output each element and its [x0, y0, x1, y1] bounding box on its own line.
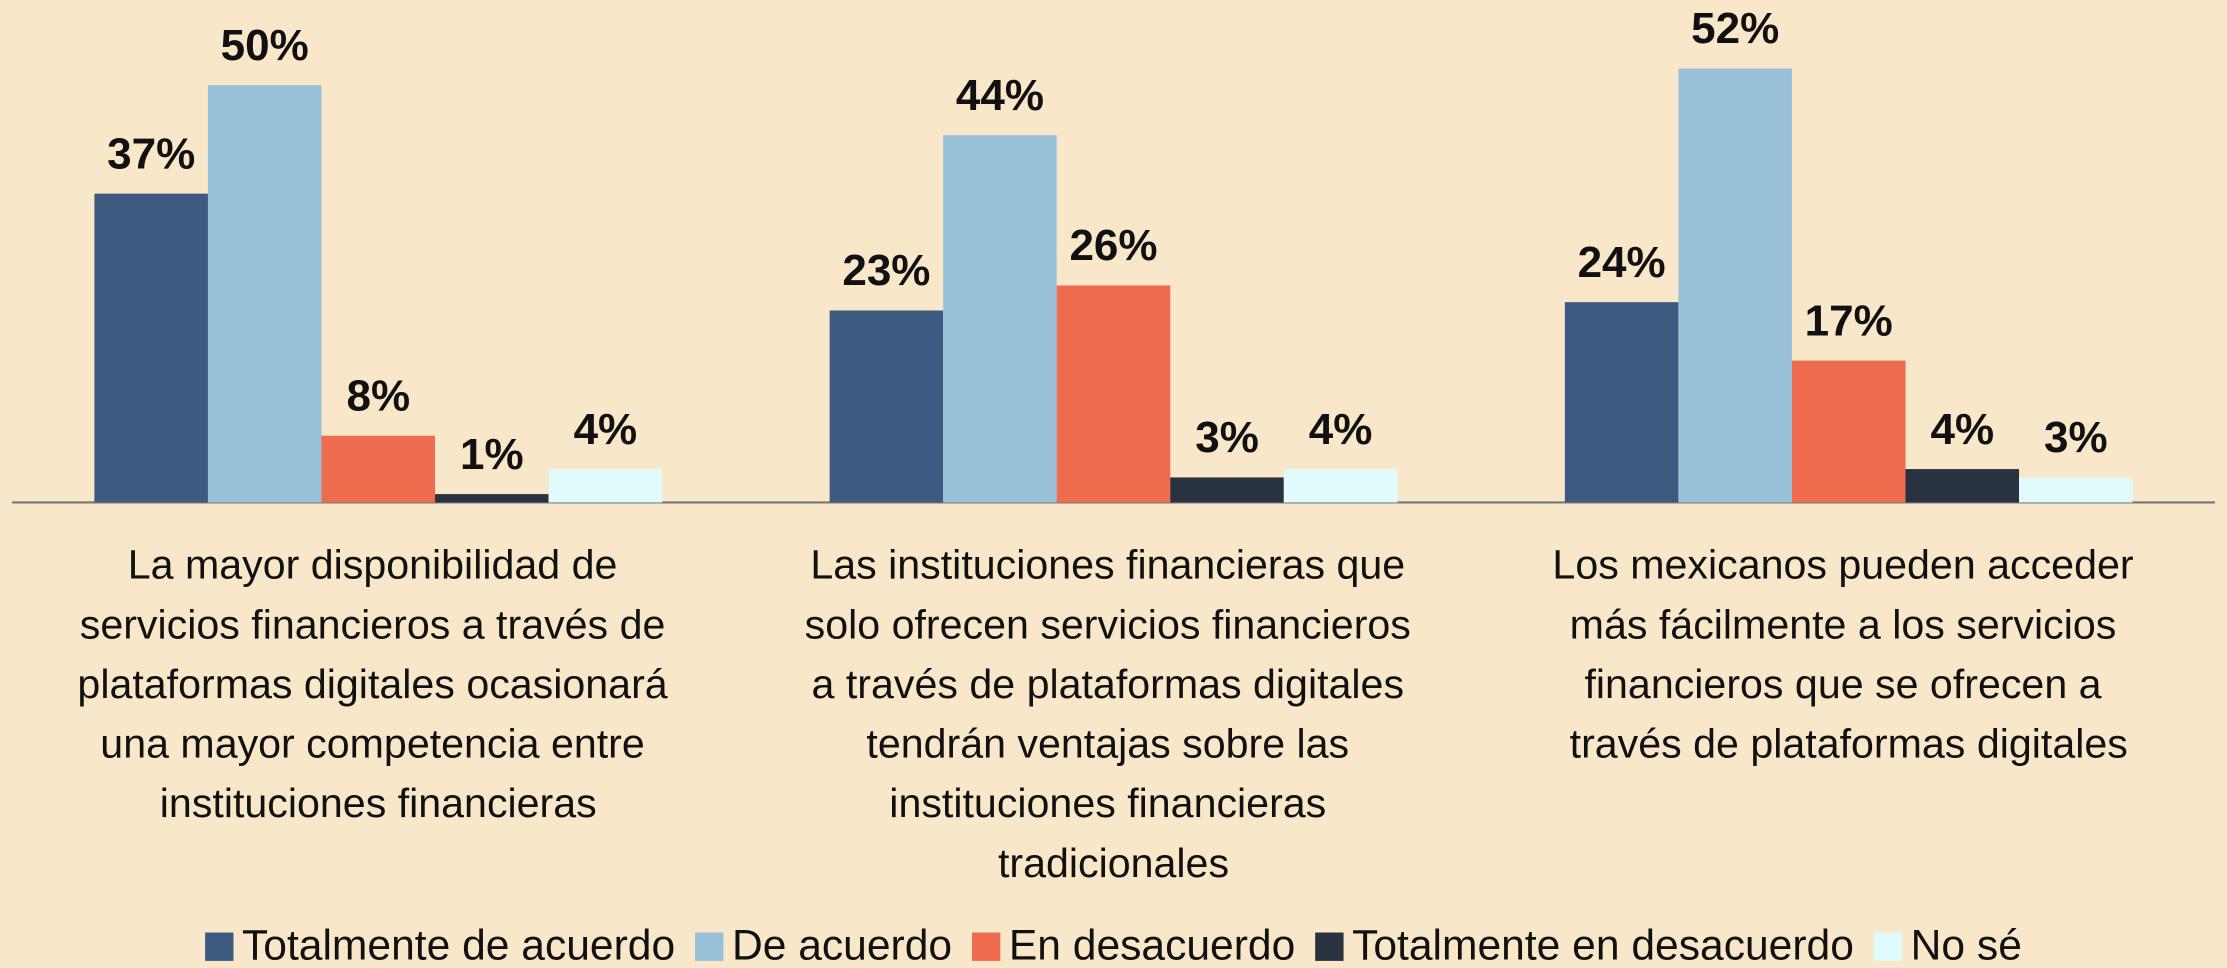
x-tick-label: La mayor disponibilidad de servicios fin…: [77, 542, 679, 826]
bar: [2019, 477, 2133, 503]
bar: [435, 494, 549, 503]
bar: [1283, 469, 1398, 503]
label-line: instituciones financieras: [889, 780, 1337, 826]
label-line: plataformas digitales ocasionará: [77, 661, 679, 707]
label-line: más fácilmente a los servicios: [1570, 601, 2128, 647]
bar: [1791, 360, 1906, 503]
legend-label: Totalmente de acuerdo: [242, 921, 675, 968]
bar: [1056, 285, 1171, 503]
label-line: través de plataformas digitales: [1570, 720, 2128, 766]
bar: [94, 193, 208, 503]
value-label: 37%: [107, 129, 195, 178]
bar: [321, 435, 436, 503]
x-tick-label: Las instituciones financieras que solo o…: [805, 542, 1423, 886]
value-label: 4%: [1309, 405, 1373, 454]
value-label: 26%: [1069, 221, 1157, 270]
label-line: La mayor disponibilidad de: [128, 542, 629, 588]
label-line: una mayor competencia entre: [100, 720, 656, 766]
value-label: 1%: [460, 430, 524, 479]
value-label: 3%: [2044, 413, 2108, 462]
legend-label: De acuerdo: [732, 921, 952, 968]
legend-swatch: [205, 932, 234, 961]
value-label: 24%: [1578, 238, 1666, 287]
bar: [1905, 469, 2020, 503]
value-label: 3%: [1195, 413, 1259, 462]
label-line: financieros que se ofrecen a: [1584, 661, 2113, 707]
label-line: tradicionales: [998, 840, 1229, 886]
bar: [1170, 477, 1284, 503]
value-label: 17%: [1805, 296, 1893, 345]
value-label: 4%: [574, 405, 638, 454]
value-label: 8%: [346, 371, 410, 420]
value-label: 44%: [956, 71, 1044, 120]
value-label: 50%: [221, 21, 309, 70]
legend-swatch: [971, 932, 1001, 961]
bar: [1564, 302, 1679, 503]
legend-label: Totalmente en desacuerdo: [1352, 921, 1854, 968]
value-label: 4%: [1930, 405, 1994, 454]
label-line: solo ofrecen servicios financieros: [805, 601, 1423, 647]
bar: [207, 85, 322, 503]
bar: [1678, 68, 1792, 503]
label-line: servicios financieros a través de: [80, 601, 677, 647]
legend-swatch: [1315, 932, 1344, 961]
bar: [943, 135, 1057, 503]
label-line: Las instituciones financieras que: [810, 542, 1416, 588]
x-tick-label: Los mexicanos pueden acceder más fácilme…: [1552, 542, 2145, 767]
label-line: tendrán ventajas sobre las: [866, 720, 1360, 766]
bar: [829, 310, 944, 503]
label-line: a través de plataformas digitales: [812, 661, 1416, 707]
value-label: 23%: [842, 246, 930, 295]
legend-label: No sé: [1911, 921, 2022, 968]
legend-swatch: [695, 932, 724, 961]
legend-label: En desacuerdo: [1009, 921, 1295, 968]
label-line: Los mexicanos pueden acceder: [1552, 542, 2145, 588]
legend-swatch: [1873, 932, 1903, 961]
value-label: 52%: [1691, 4, 1779, 53]
bar: [548, 469, 663, 503]
label-line: instituciones financieras: [160, 780, 597, 826]
